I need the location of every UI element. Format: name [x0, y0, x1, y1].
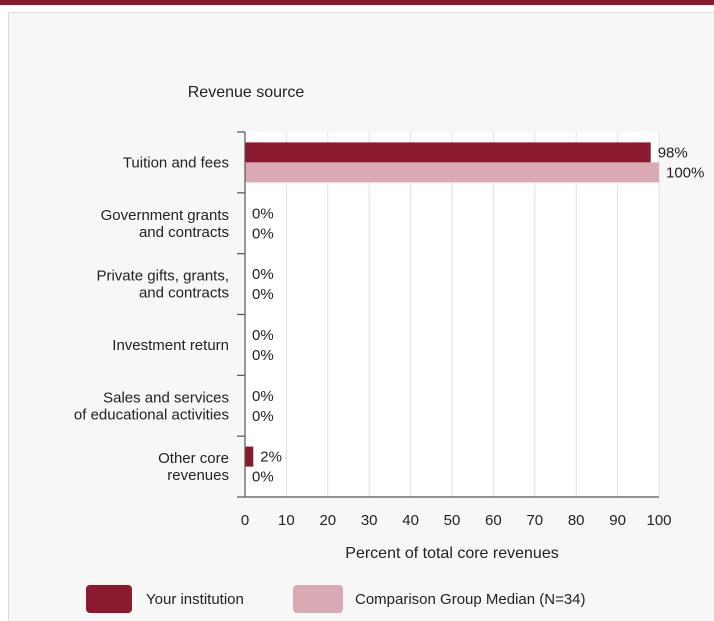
x-tick-label: 90 [609, 512, 626, 529]
x-tick-label: 30 [361, 512, 378, 529]
legend-label-your-institution: Your institution [146, 591, 244, 608]
x-tick-label: 70 [526, 512, 543, 529]
data-label: 0% [252, 205, 274, 222]
x-tick-label: 40 [402, 512, 419, 529]
x-tick-label: 10 [278, 512, 295, 529]
data-label: 100% [666, 164, 704, 181]
x-tick-label: 100 [646, 512, 671, 529]
data-label: 98% [658, 144, 688, 161]
top-accent-bar [0, 0, 714, 5]
legend-label-comparison-group: Comparison Group Median (N=34) [355, 591, 586, 608]
x-tick-label: 50 [444, 512, 461, 529]
category-label: and contracts [139, 285, 229, 302]
legend-swatch-your-institution [86, 585, 132, 613]
category-label: Other core [158, 450, 229, 467]
category-label: Tuition and fees [123, 154, 229, 171]
data-label: 0% [252, 266, 274, 283]
legend-swatch-comparison-group [293, 585, 343, 613]
x-tick-label: 60 [485, 512, 502, 529]
data-label: 0% [252, 408, 274, 425]
data-label: 0% [252, 469, 274, 486]
x-tick-label: 0 [241, 512, 249, 529]
data-label: 0% [252, 286, 274, 303]
data-labels: 98% 100% 0% 0% 0% 0% 0% 0% 0% 0% 2% 0% [252, 144, 704, 485]
data-label: 0% [252, 388, 274, 405]
legend: Your institution Comparison Group Median… [86, 585, 586, 613]
bar-comparison-median [245, 162, 659, 183]
category-label: of educational activities [74, 406, 229, 423]
category-label: Government grants [101, 207, 229, 224]
axes [237, 131, 659, 498]
category-label: revenues [167, 467, 229, 484]
grid-lines [244, 132, 660, 497]
bar-your-institution [245, 142, 651, 163]
bar-your-institution [245, 446, 254, 467]
category-label: Private gifts, grants, [96, 268, 229, 285]
category-label: Investment return [112, 337, 229, 354]
x-tick-label: 20 [319, 512, 336, 529]
x-axis-title: Percent of total core revenues [345, 545, 558, 562]
bars [245, 142, 659, 467]
data-label: 0% [252, 347, 274, 364]
category-label: Sales and services [103, 389, 229, 406]
x-tick-label: 80 [568, 512, 585, 529]
y-axis-title: Revenue source [188, 84, 305, 101]
category-label: and contracts [139, 224, 229, 241]
data-label: 0% [252, 327, 274, 344]
x-tick-labels: 0 10 20 30 40 50 60 70 80 90 100 [241, 512, 672, 529]
data-label: 0% [252, 225, 274, 242]
data-label: 2% [260, 449, 282, 466]
